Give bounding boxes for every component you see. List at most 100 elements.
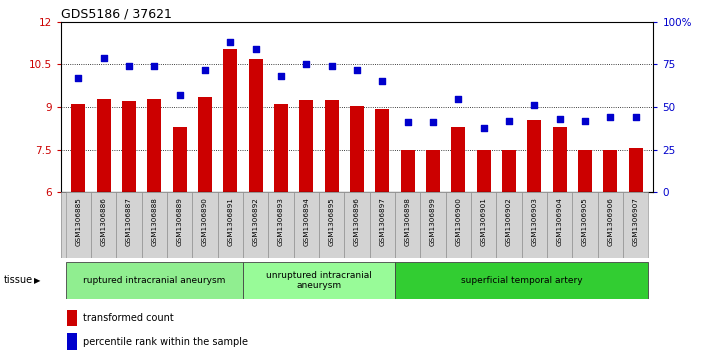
Bar — [522, 192, 547, 258]
Point — [376, 79, 388, 85]
Bar — [401, 150, 415, 192]
Point — [124, 63, 135, 69]
Text: transformed count: transformed count — [84, 313, 174, 323]
Bar — [395, 192, 421, 258]
Point — [301, 61, 312, 68]
Point — [605, 114, 616, 120]
Bar — [243, 262, 395, 299]
Bar — [248, 59, 263, 192]
Bar — [370, 192, 395, 258]
Point — [579, 118, 590, 124]
Bar — [446, 192, 471, 258]
Bar — [344, 192, 370, 258]
Point — [225, 39, 236, 45]
Text: GSM1306893: GSM1306893 — [278, 197, 284, 246]
Bar — [471, 192, 496, 258]
Bar — [173, 127, 186, 192]
Bar — [218, 192, 243, 258]
Text: ruptured intracranial aneurysm: ruptured intracranial aneurysm — [84, 276, 226, 285]
Bar — [147, 99, 161, 192]
Text: GSM1306906: GSM1306906 — [607, 197, 613, 246]
Text: GSM1306899: GSM1306899 — [430, 197, 436, 246]
Point — [98, 55, 109, 61]
Text: GSM1306902: GSM1306902 — [506, 197, 512, 246]
Bar — [268, 192, 293, 258]
Point — [73, 75, 84, 81]
Bar — [496, 192, 522, 258]
Text: GSM1306889: GSM1306889 — [177, 197, 183, 246]
Point — [402, 119, 413, 125]
Text: GSM1306886: GSM1306886 — [101, 197, 107, 246]
Bar — [66, 262, 243, 299]
Bar — [572, 192, 598, 258]
Bar — [91, 192, 116, 258]
Point — [199, 67, 211, 73]
Bar — [421, 192, 446, 258]
Point — [174, 92, 186, 98]
Text: unruptured intracranial
aneurysm: unruptured intracranial aneurysm — [266, 271, 372, 290]
Bar — [243, 192, 268, 258]
Bar — [350, 106, 364, 192]
Text: GSM1306897: GSM1306897 — [379, 197, 386, 246]
Bar — [274, 104, 288, 192]
Bar — [66, 310, 77, 326]
Text: GSM1306887: GSM1306887 — [126, 197, 132, 246]
Point — [149, 63, 160, 69]
Text: GSM1306903: GSM1306903 — [531, 197, 537, 246]
Point — [528, 102, 540, 108]
Bar — [97, 99, 111, 192]
Bar — [325, 100, 338, 192]
Text: tissue: tissue — [4, 276, 33, 285]
Bar — [319, 192, 344, 258]
Bar — [477, 150, 491, 192]
Text: GSM1306900: GSM1306900 — [456, 197, 461, 246]
Text: ▶: ▶ — [34, 276, 40, 285]
Bar — [223, 49, 237, 192]
Bar — [578, 150, 592, 192]
Point — [326, 63, 338, 69]
Text: GSM1306888: GSM1306888 — [151, 197, 157, 246]
Bar — [66, 192, 91, 258]
Point — [554, 116, 565, 122]
Point — [250, 46, 261, 52]
Point — [478, 125, 489, 130]
Text: GSM1306895: GSM1306895 — [328, 197, 335, 246]
Bar — [122, 101, 136, 192]
Bar — [293, 192, 319, 258]
Bar — [623, 192, 648, 258]
Bar — [376, 109, 389, 192]
Bar — [198, 97, 212, 192]
Text: GDS5186 / 37621: GDS5186 / 37621 — [61, 8, 171, 21]
Bar — [167, 192, 192, 258]
Bar — [603, 150, 617, 192]
Text: GSM1306892: GSM1306892 — [253, 197, 258, 246]
Bar — [528, 120, 541, 192]
Bar — [71, 104, 86, 192]
Bar — [426, 150, 440, 192]
Point — [351, 67, 363, 73]
Bar — [547, 192, 572, 258]
Bar — [395, 262, 648, 299]
Point — [503, 118, 515, 124]
Point — [427, 119, 438, 125]
Text: GSM1306894: GSM1306894 — [303, 197, 309, 246]
Text: GSM1306896: GSM1306896 — [354, 197, 360, 246]
Point — [630, 114, 641, 120]
Bar — [299, 100, 313, 192]
Text: GSM1306898: GSM1306898 — [405, 197, 411, 246]
Text: GSM1306905: GSM1306905 — [582, 197, 588, 246]
Text: superficial temporal artery: superficial temporal artery — [461, 276, 583, 285]
Point — [276, 73, 287, 79]
Text: GSM1306885: GSM1306885 — [76, 197, 81, 246]
Bar — [192, 192, 218, 258]
Text: GSM1306891: GSM1306891 — [227, 197, 233, 246]
Bar — [116, 192, 142, 258]
Text: percentile rank within the sample: percentile rank within the sample — [84, 337, 248, 347]
Bar — [142, 192, 167, 258]
Point — [453, 96, 464, 102]
Bar — [553, 127, 567, 192]
Text: GSM1306890: GSM1306890 — [202, 197, 208, 246]
Bar — [451, 127, 466, 192]
Text: GSM1306901: GSM1306901 — [481, 197, 487, 246]
Bar — [628, 148, 643, 192]
